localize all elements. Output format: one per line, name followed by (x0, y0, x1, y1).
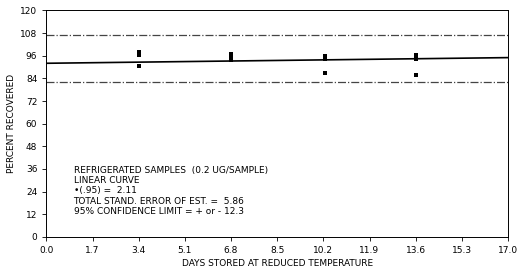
Text: 95% CONFIDENCE LIMIT = + or - 12.3: 95% CONFIDENCE LIMIT = + or - 12.3 (74, 207, 244, 216)
Text: •(.95) =  2.11: •(.95) = 2.11 (74, 186, 136, 195)
Y-axis label: PERCENT RECOVERED: PERCENT RECOVERED (7, 74, 16, 173)
Text: TOTAL STAND. ERROR OF EST. =  5.86: TOTAL STAND. ERROR OF EST. = 5.86 (74, 197, 245, 206)
X-axis label: DAYS STORED AT REDUCED TEMPERATURE: DAYS STORED AT REDUCED TEMPERATURE (182, 259, 373, 268)
Text: REFRIGERATED SAMPLES  (0.2 UG/SAMPLE): REFRIGERATED SAMPLES (0.2 UG/SAMPLE) (74, 166, 268, 175)
Text: LINEAR CURVE: LINEAR CURVE (74, 176, 139, 185)
